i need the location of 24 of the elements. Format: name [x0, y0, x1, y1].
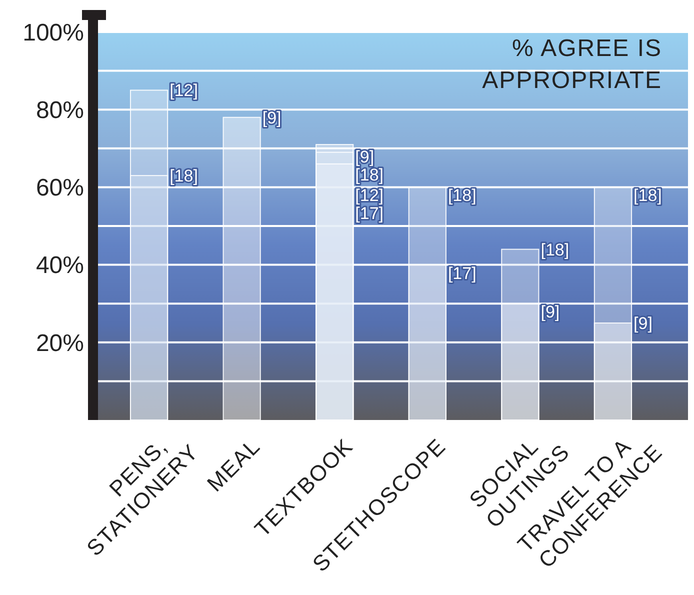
y-tick-label: 100%	[22, 19, 84, 46]
text: [18]	[634, 186, 662, 206]
y-tick-label: 80%	[36, 97, 84, 124]
bar	[222, 116, 261, 420]
y-tick-label: 20%	[36, 330, 84, 357]
text: [18]	[540, 240, 570, 260]
text: [18]	[355, 165, 384, 184]
bar	[501, 303, 540, 420]
series-label: [12]	[170, 81, 198, 100]
text: [9]	[355, 147, 374, 166]
text: [17]	[448, 264, 476, 283]
text: [18]	[448, 186, 476, 206]
text: [9]	[540, 302, 560, 322]
series-label: [18]	[170, 166, 198, 186]
bar	[130, 175, 168, 420]
y-tick-label: 40%	[36, 252, 84, 280]
text: [12]	[355, 186, 384, 206]
bar	[408, 264, 446, 420]
series-label: [17]	[355, 204, 384, 224]
y-tick-label: 60%	[36, 174, 84, 202]
bar	[594, 322, 632, 420]
text: [9]	[634, 314, 652, 333]
text: % AGREE IS APPROPRIATE	[482, 35, 662, 94]
series-label: [9]	[262, 108, 282, 128]
